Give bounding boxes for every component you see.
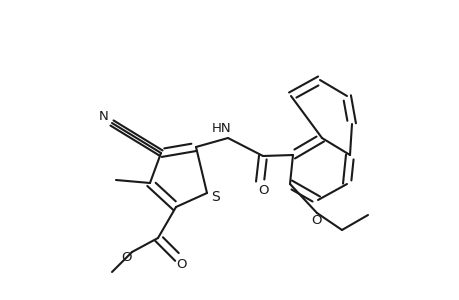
Text: O: O [122, 251, 132, 265]
Text: HN: HN [212, 122, 231, 134]
Text: O: O [176, 259, 187, 272]
Text: S: S [211, 190, 220, 204]
Text: N: N [99, 110, 109, 124]
Text: O: O [258, 184, 269, 196]
Text: O: O [311, 214, 322, 227]
